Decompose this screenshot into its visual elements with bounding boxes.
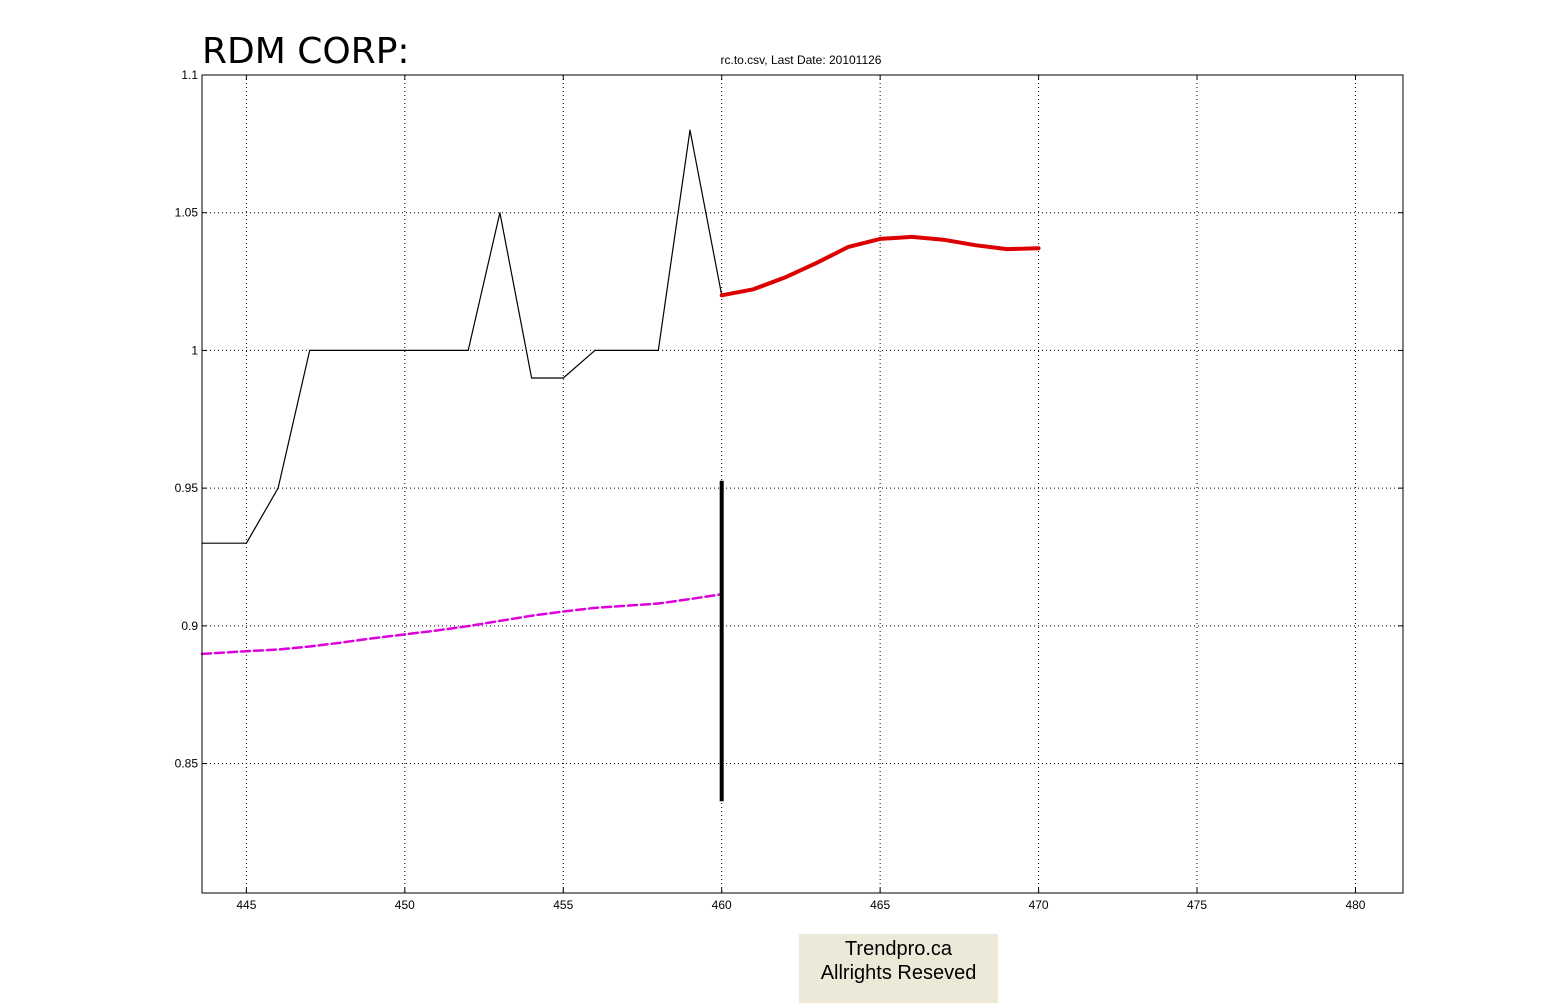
x-tick-label: 475 (1187, 898, 1207, 912)
y-tick-label: 1 (191, 343, 198, 357)
y-tick-label: 1.05 (175, 206, 199, 220)
y-tick-label: 0.9 (181, 619, 198, 633)
x-tick-label: 450 (395, 898, 415, 912)
y-tick-label: 1.1 (181, 68, 198, 82)
series-line-trend (200, 592, 723, 656)
chart-title: RDM CORP: (202, 31, 410, 72)
footer-rights: Allrights Reseved (820, 962, 977, 984)
y-tick-label: 0.85 (175, 757, 199, 771)
plot-area (202, 75, 1403, 893)
footer-banner: Trendpro.ca Allrights Reseved (799, 934, 998, 1003)
axis-ticks: 445 450 455 460 465 470 475 480 0.85 0.9 0.95 1 1.05… (175, 68, 1403, 912)
x-tick-label: 470 (1029, 898, 1049, 912)
series-line-forecast (719, 234, 1041, 298)
y-tick-label: 0.95 (175, 481, 199, 495)
x-tick-label: 455 (553, 898, 573, 912)
x-tick-label: 480 (1345, 898, 1365, 912)
footer-site: Trendpro.ca (844, 938, 953, 960)
plot-frame (201, 74, 1404, 894)
series-line-price (201, 129, 723, 544)
x-tick-label: 465 (870, 898, 890, 912)
chart-subtitle: rc.to.csv, Last Date: 20101126 (721, 53, 882, 67)
x-tick-label: 460 (712, 898, 732, 912)
x-tick-label: 445 (236, 898, 256, 912)
series-group (200, 129, 1041, 802)
